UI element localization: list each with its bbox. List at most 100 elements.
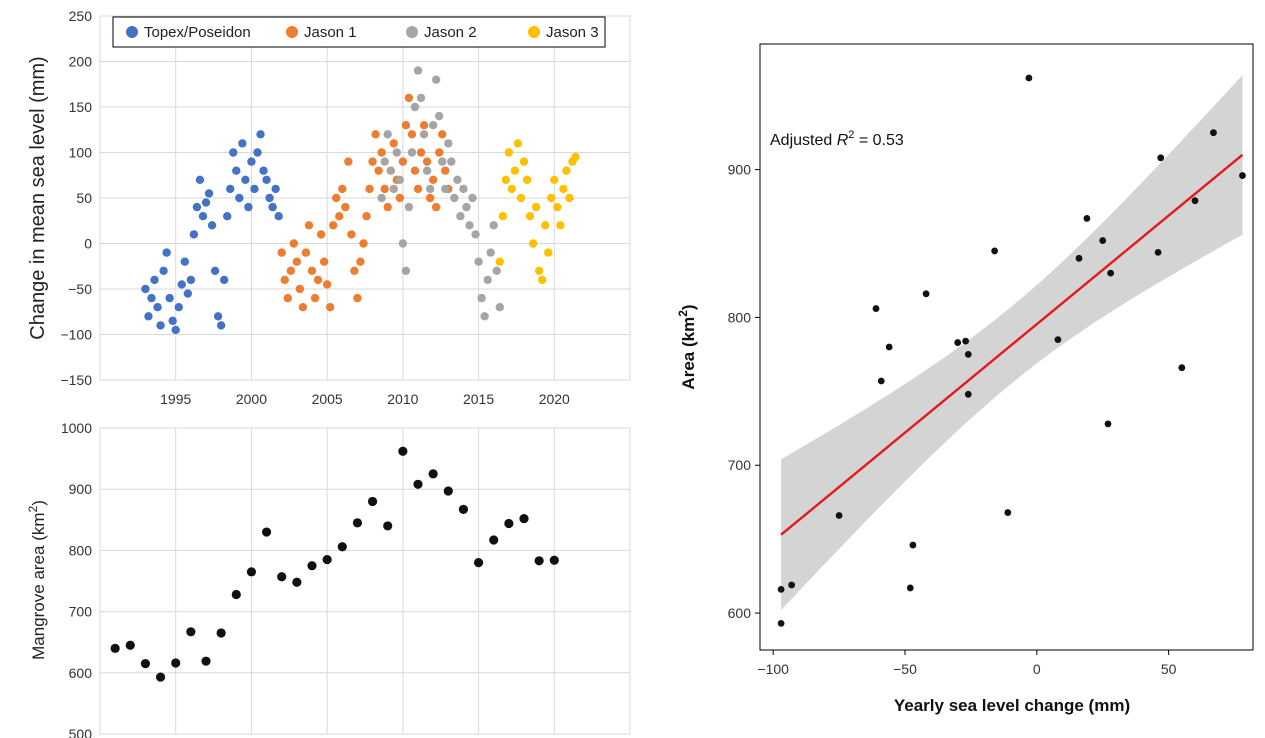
- regression-x-ticks: −100 −50 0 50: [757, 650, 1177, 677]
- sea-level-point-s2-18: [431, 75, 441, 84]
- sea-level-point-s1-23: [347, 230, 356, 239]
- sea-level-point-s1-5: [292, 257, 302, 266]
- sea-level-point-s0-10: [171, 325, 180, 335]
- regression-ytick-3: 600: [728, 605, 752, 621]
- annotation-value: = 0.53: [854, 132, 903, 149]
- sea-level-point-s0-34: [244, 202, 253, 212]
- regression-point-11: [962, 337, 970, 345]
- sea-level-point-s1-31: [371, 130, 380, 139]
- annotation-prefix: Adjusted: [770, 132, 837, 149]
- legend-label-3: Jason 3: [546, 24, 599, 41]
- mangrove-point-15: [337, 542, 347, 552]
- regression-point-14: [991, 247, 999, 255]
- sea-level-point-s1-30: [368, 157, 377, 166]
- sea-level-point-s1-22: [344, 157, 353, 166]
- sea-level-xtick-1: 2000: [236, 391, 267, 407]
- sea-level-point-s1-48: [422, 157, 432, 166]
- sea-level-point-s2-34: [480, 312, 489, 321]
- regression-plot-border: [759, 43, 1254, 651]
- sea-level-point-s2-2: [383, 130, 392, 139]
- sea-level-point-s0-37: [253, 148, 262, 157]
- sea-level-point-s2-5: [392, 148, 401, 157]
- sea-level-xtick-3: 2010: [387, 391, 418, 407]
- sea-level-point-s0-2: [147, 293, 156, 303]
- regression-point-0: [777, 586, 785, 593]
- sea-level-point-s2-4: [389, 184, 398, 194]
- mangrove-point-7: [216, 628, 226, 638]
- sea-level-point-s3-9: [522, 175, 532, 184]
- sea-level-point-s0-22: [207, 221, 217, 230]
- mangrove-point-16: [352, 518, 363, 528]
- sea-level-point-s3-18: [550, 175, 559, 184]
- sea-level-point-s0-3: [150, 275, 159, 285]
- sea-level-point-s3-2: [501, 175, 511, 184]
- regression-xtick-2: 0: [1033, 661, 1041, 677]
- sea-level-point-s1-26: [356, 257, 365, 266]
- sea-level-point-s2-35: [483, 275, 492, 285]
- regression-point-7: [906, 584, 914, 592]
- regression-fit-line: [780, 153, 1244, 536]
- sea-level-point-s1-21: [341, 202, 350, 212]
- sea-level-point-s3-15: [541, 221, 550, 230]
- sea-level-legend: Topex/Poseidon Jason 1 Jason 2 Jason 3: [112, 16, 606, 48]
- sea-level-y-axis-label: Change in mean sea level (mm): [27, 56, 49, 339]
- regression-ytick-1: 800: [728, 309, 752, 325]
- regression-point-24: [1157, 154, 1165, 162]
- sea-level-point-s0-18: [195, 175, 205, 184]
- mangrove-points: [110, 446, 559, 682]
- regression-point-13: [964, 390, 972, 398]
- sea-level-point-s2-0: [377, 193, 386, 203]
- sea-level-point-s0-36: [250, 184, 259, 194]
- sea-level-point-s1-53: [438, 130, 447, 139]
- confidence-band-area: [781, 75, 1243, 611]
- regression-point-1: [777, 619, 785, 627]
- sea-level-point-s1-10: [307, 266, 317, 275]
- sea-level-point-s3-4: [507, 184, 517, 194]
- sea-level-point-s2-6: [395, 175, 405, 184]
- legend-swatch-2: [406, 26, 418, 38]
- sea-level-point-s0-43: [271, 184, 280, 194]
- sea-level-point-s3-23: [565, 193, 574, 203]
- sea-level-point-s2-13: [416, 93, 426, 103]
- sea-level-point-s0-6: [159, 266, 168, 275]
- confidence-band: [781, 75, 1243, 611]
- mangrove-point-8: [231, 589, 241, 600]
- sea-level-point-s1-18: [332, 193, 341, 203]
- mangrove-point-24: [473, 558, 484, 568]
- regression-point-2: [788, 581, 796, 589]
- sea-level-point-s2-27: [459, 184, 468, 194]
- sea-level-point-s2-20: [438, 157, 447, 166]
- sea-level-point-s0-24: [213, 312, 223, 321]
- regression-point-15: [1004, 509, 1012, 516]
- sea-level-point-s3-12: [531, 202, 541, 212]
- sea-level-point-s1-43: [407, 130, 417, 139]
- sea-level-point-s1-34: [380, 184, 389, 194]
- mangrove-point-13: [307, 561, 317, 571]
- sea-level-points: [141, 66, 580, 335]
- sea-level-point-s3-16: [544, 248, 553, 257]
- regression-y-ticks: 900 800 700 600: [728, 162, 760, 621]
- sea-level-point-s0-5: [156, 321, 165, 330]
- regression-point-10: [954, 339, 962, 346]
- mangrove-y-axis-label-sup: 2: [26, 505, 40, 512]
- sea-level-point-s1-51: [431, 202, 441, 212]
- legend-swatch-3: [528, 26, 540, 38]
- sea-level-point-s1-50: [428, 175, 438, 184]
- sea-level-point-s1-45: [413, 184, 423, 194]
- sea-level-point-s1-4: [289, 239, 299, 248]
- sea-level-point-s1-25: [353, 293, 362, 303]
- sea-level-frame: [99, 15, 631, 381]
- sea-level-point-s2-39: [495, 303, 504, 312]
- sea-level-point-s3-20: [556, 221, 565, 230]
- sea-level-point-s0-1: [144, 312, 153, 321]
- sea-level-point-s0-16: [189, 230, 199, 239]
- regression-point-9: [922, 290, 930, 298]
- sea-level-point-s0-42: [268, 202, 277, 212]
- sea-level-point-s1-16: [325, 303, 335, 312]
- sea-level-xtick-2: 2005: [312, 391, 343, 407]
- sea-level-point-s1-41: [401, 121, 411, 130]
- mangrove-point-2: [140, 659, 151, 669]
- legend-swatch-1: [286, 26, 298, 38]
- mangrove-point-19: [398, 446, 408, 456]
- mangrove-point-5: [186, 627, 196, 637]
